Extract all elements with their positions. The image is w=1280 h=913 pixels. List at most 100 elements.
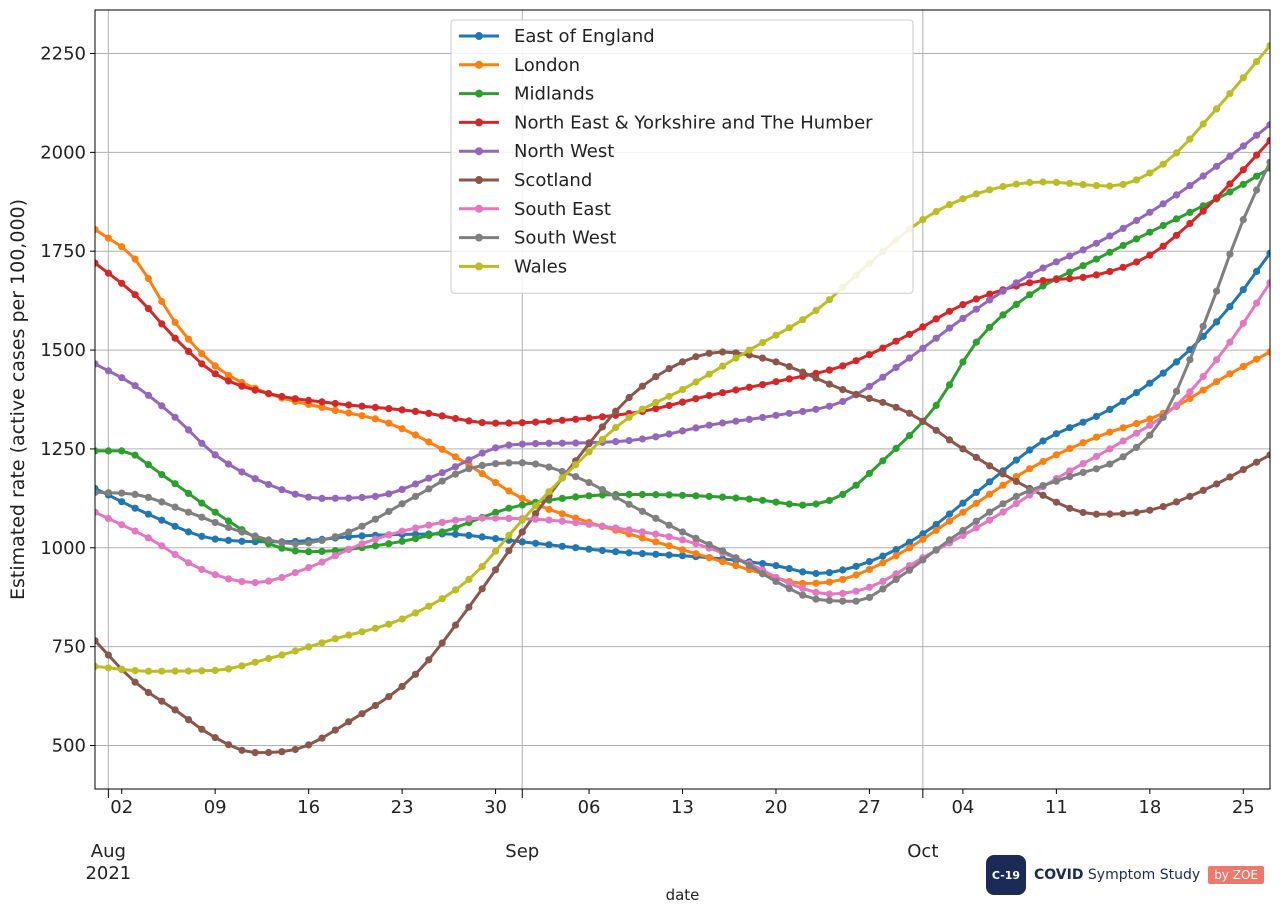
data-point: [1092, 271, 1100, 279]
data-point: [999, 508, 1007, 516]
data-point: [799, 501, 807, 509]
data-point: [465, 531, 473, 540]
data-point: [1039, 178, 1047, 186]
data-point: [1079, 181, 1087, 189]
data-point: [518, 516, 526, 524]
data-point: [1226, 303, 1234, 311]
data-point: [825, 590, 834, 598]
data-point: [478, 470, 486, 478]
data-point: [719, 419, 727, 427]
data-point: [945, 517, 954, 525]
data-point: [118, 279, 126, 287]
data-point: [879, 373, 887, 381]
data-point: [104, 269, 112, 277]
data-point: [852, 562, 860, 570]
data-point: [772, 498, 780, 506]
data-point: [451, 516, 460, 524]
data-point: [759, 338, 767, 347]
data-point: [986, 508, 994, 516]
data-point: [1106, 460, 1114, 468]
data-point: [1066, 268, 1074, 276]
data-point: [305, 643, 313, 651]
data-point: [678, 491, 687, 499]
data-point: [972, 488, 980, 496]
data-point: [1012, 492, 1020, 500]
x-tick-label: 25: [1232, 797, 1255, 818]
data-point: [1226, 250, 1234, 258]
data-point: [305, 564, 313, 572]
data-point: [1079, 418, 1087, 426]
data-point: [425, 474, 433, 482]
data-point: [238, 578, 246, 586]
data-point: [799, 316, 807, 324]
covid-symptom-study-logo: C-19 COVID Symptom Study by ZOE: [986, 855, 1264, 895]
legend-label: Midlands: [514, 84, 594, 105]
legend-swatch-marker: [475, 118, 483, 127]
data-point: [465, 603, 473, 611]
data-point: [545, 463, 553, 471]
data-point: [1132, 235, 1141, 243]
data-point: [1239, 166, 1247, 174]
data-point: [291, 745, 299, 754]
data-point: [1119, 510, 1127, 518]
data-point: [1159, 160, 1167, 168]
legend-swatch-marker: [475, 60, 483, 69]
data-point: [558, 517, 566, 525]
data-point: [825, 366, 834, 374]
data-point: [1106, 510, 1114, 518]
y-tick-label: 2000: [40, 142, 86, 163]
data-point: [932, 526, 940, 534]
data-point: [425, 531, 433, 540]
data-point: [1132, 508, 1141, 517]
data-point: [705, 370, 713, 378]
y-tick-label: 1750: [40, 241, 86, 262]
data-point: [812, 500, 820, 508]
data-point: [972, 305, 980, 313]
data-point: [839, 589, 847, 598]
data-point: [1186, 135, 1194, 143]
zoe-badge: by ZOE: [1208, 866, 1264, 884]
data-point: [1239, 319, 1247, 327]
data-point: [652, 550, 660, 558]
data-point: [959, 358, 967, 366]
data-point: [358, 710, 366, 718]
data-point: [465, 515, 473, 523]
data-point: [385, 507, 393, 516]
data-point: [932, 520, 940, 529]
data-point: [1253, 355, 1261, 363]
data-point: [558, 542, 566, 550]
data-point: [505, 547, 513, 555]
data-point: [692, 424, 700, 432]
data-point: [1146, 169, 1154, 177]
data-point: [1226, 152, 1234, 160]
data-point: [785, 375, 793, 383]
data-point: [358, 402, 366, 410]
data-point: [171, 318, 179, 326]
data-point: [919, 344, 927, 352]
data-point: [1172, 498, 1181, 506]
data-point: [291, 647, 299, 655]
data-point: [518, 494, 526, 502]
data-point: [1253, 458, 1261, 466]
data-point: [1226, 473, 1234, 481]
data-point: [1146, 228, 1154, 236]
data-point: [224, 741, 233, 749]
data-point: [825, 578, 834, 586]
data-point: [398, 500, 406, 508]
data-point: [1026, 291, 1034, 299]
data-point: [518, 459, 526, 467]
x-tick-label: 18: [1138, 797, 1161, 818]
data-point: [598, 491, 607, 499]
data-point: [265, 390, 273, 398]
data-point: [144, 274, 152, 283]
data-point: [1213, 378, 1221, 386]
data-point: [278, 392, 286, 401]
legend-swatch-marker: [475, 233, 483, 242]
data-point: [678, 398, 687, 406]
data-point: [1066, 424, 1074, 432]
data-point: [945, 536, 954, 544]
data-point: [144, 667, 152, 675]
y-tick-label: 2250: [40, 43, 86, 64]
data-point: [1026, 279, 1034, 287]
